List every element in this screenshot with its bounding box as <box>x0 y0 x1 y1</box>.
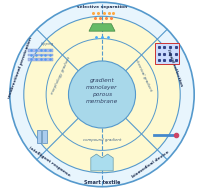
Text: morphology gradient: morphology gradient <box>50 56 71 95</box>
Circle shape <box>69 61 135 128</box>
FancyBboxPatch shape <box>28 58 53 61</box>
FancyBboxPatch shape <box>28 49 53 52</box>
Text: intelligent response: intelligent response <box>28 146 71 178</box>
Text: compound gradient: compound gradient <box>83 138 121 142</box>
Polygon shape <box>91 154 113 171</box>
Text: Smart textile: Smart textile <box>84 180 120 185</box>
FancyBboxPatch shape <box>28 53 53 56</box>
Circle shape <box>24 16 180 173</box>
Text: selective separation: selective separation <box>77 5 127 9</box>
Text: unidirectional penetration: unidirectional penetration <box>8 37 33 99</box>
FancyBboxPatch shape <box>42 130 47 143</box>
FancyBboxPatch shape <box>155 43 179 64</box>
Polygon shape <box>89 24 115 31</box>
Text: biomedical device: biomedical device <box>132 150 171 179</box>
Text: gradient
monolayer
porous
membrane: gradient monolayer porous membrane <box>86 78 118 104</box>
Text: liquid collection: liquid collection <box>166 49 183 87</box>
Text: flipping: flipping <box>41 42 54 46</box>
Text: chemical gradient: chemical gradient <box>134 58 153 92</box>
Circle shape <box>10 2 194 187</box>
FancyBboxPatch shape <box>37 130 41 143</box>
